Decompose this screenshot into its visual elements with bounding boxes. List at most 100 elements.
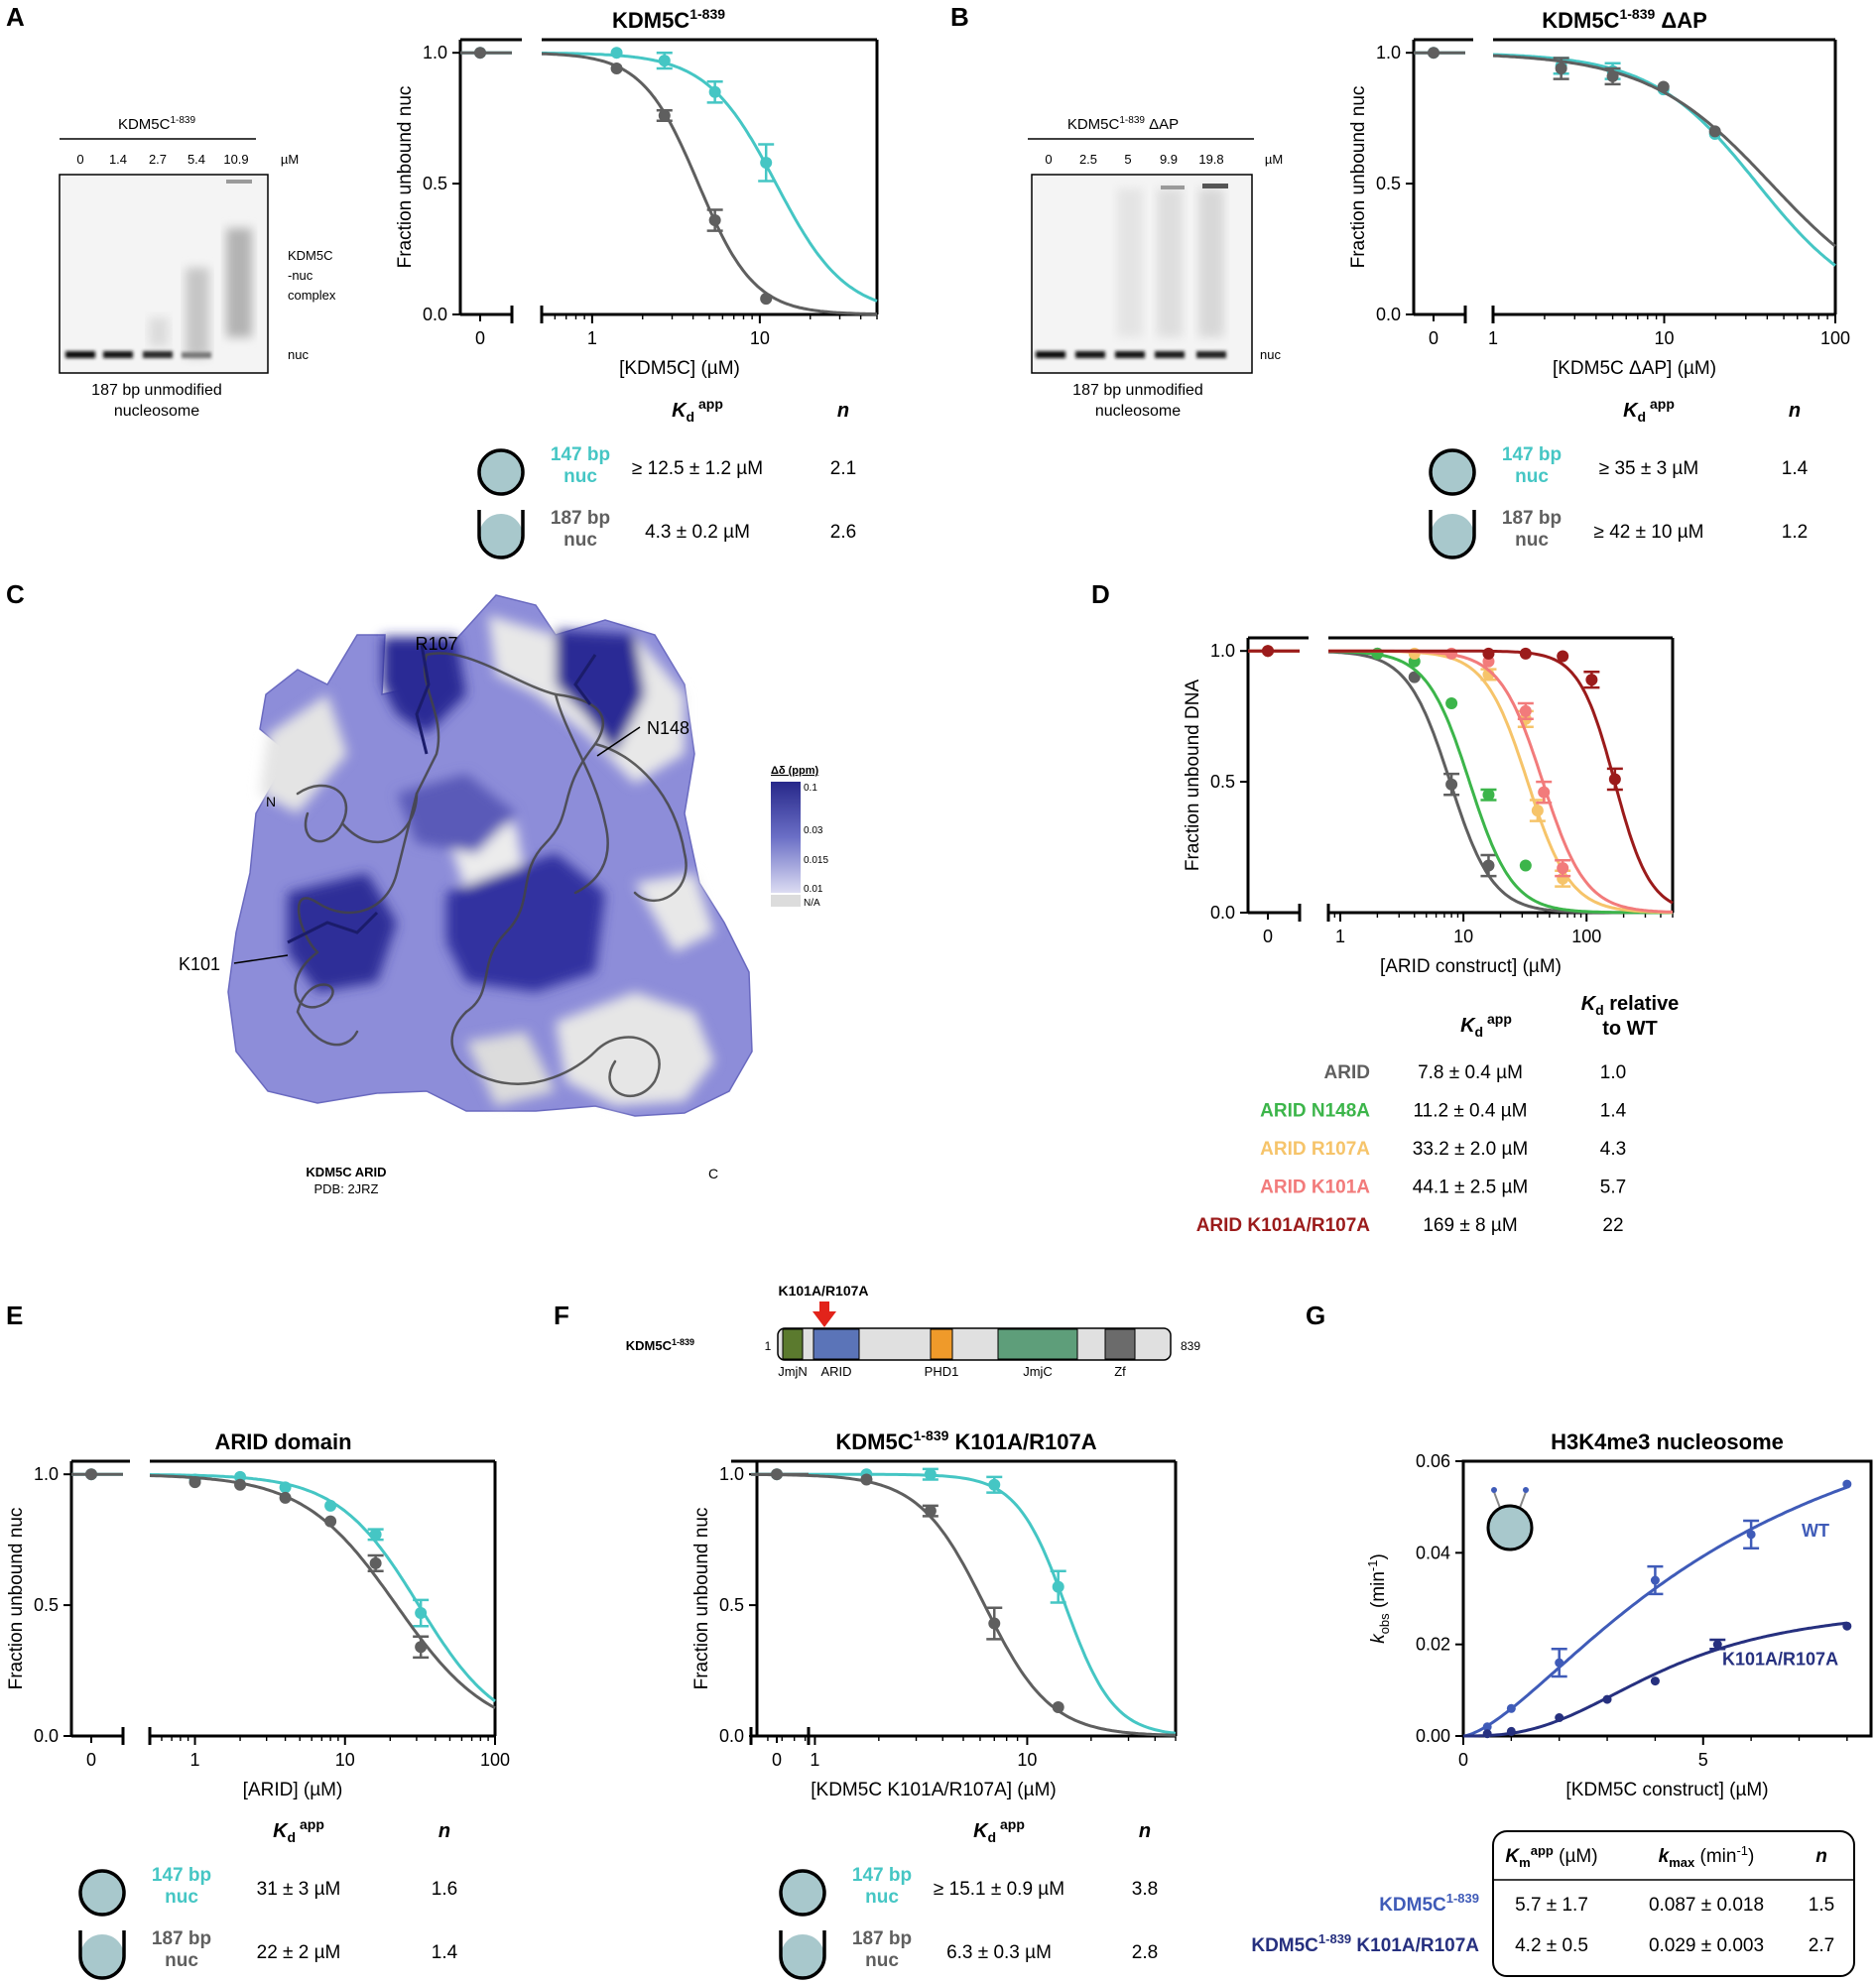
y-tick-label: 0.0 bbox=[34, 1726, 59, 1746]
row-n: 2.6 bbox=[830, 522, 856, 543]
gel-b-smear bbox=[1198, 188, 1224, 337]
data-point bbox=[324, 1515, 337, 1528]
x-axis-label: [KDM5C ΔAP] (µM) bbox=[1553, 358, 1716, 379]
data-point bbox=[1519, 704, 1532, 717]
panel-letter-c: C bbox=[6, 579, 25, 609]
data-point bbox=[1428, 47, 1439, 60]
gel-a-well bbox=[226, 180, 252, 184]
row-n: 2.7 bbox=[1809, 1935, 1834, 1956]
y-tick-label: 0.5 bbox=[34, 1595, 59, 1615]
data-point bbox=[1555, 1658, 1564, 1668]
gel-band bbox=[65, 351, 95, 358]
data-point bbox=[1262, 645, 1274, 658]
gel-band bbox=[182, 352, 211, 358]
dna-wrap-icon bbox=[477, 448, 525, 496]
ppm-scale-bar bbox=[771, 782, 801, 893]
domain-arid bbox=[813, 1328, 860, 1360]
fit-curve bbox=[149, 1474, 496, 1710]
gel-band bbox=[103, 351, 133, 358]
x-tick-label: 10 bbox=[335, 1750, 355, 1770]
y-axis-label: Fraction unbound DNA bbox=[1183, 680, 1203, 872]
row-kd: 4.3 ± 0.2 µM bbox=[645, 522, 750, 543]
domain-label-jmjc: JmjC bbox=[1023, 1364, 1053, 1379]
table-row: ARID R107A 33.2 ± 2.0 µM 4.3 bbox=[1260, 1139, 1626, 1160]
kd-header: Kd app bbox=[973, 1816, 1025, 1845]
y-tick-label: 0.0 bbox=[1376, 305, 1401, 324]
row-relative: 5.7 bbox=[1600, 1177, 1626, 1198]
methyl-icon bbox=[1491, 1487, 1497, 1493]
kd-header: Kd app bbox=[1623, 396, 1675, 425]
gel-a-complex-label-line: KDM5C bbox=[288, 248, 333, 263]
arid-backbone bbox=[450, 1010, 661, 1098]
text-part: 1-839 bbox=[1446, 1891, 1479, 1906]
n-header: n bbox=[1139, 1820, 1151, 1842]
x-axis-label: [KDM5C] (µM) bbox=[619, 358, 740, 379]
histone-core-icon bbox=[479, 450, 523, 494]
data-point bbox=[1482, 859, 1495, 872]
domain-map-start: 1 bbox=[765, 1339, 772, 1353]
data-point bbox=[760, 156, 773, 169]
text-part: KDM5C bbox=[835, 1429, 913, 1454]
text-part: relative bbox=[1604, 993, 1680, 1015]
data-point bbox=[1650, 1676, 1660, 1686]
text-part: d bbox=[1475, 1024, 1484, 1040]
series-wt: WT bbox=[1462, 1479, 1852, 1738]
row-n: 3.8 bbox=[1132, 1879, 1158, 1900]
domain-label-jmjn: JmjN bbox=[778, 1364, 808, 1379]
row-name: 147 bp bbox=[551, 444, 610, 465]
data-point bbox=[1445, 647, 1458, 660]
chart-f: 0 0.0 0.5 1.0 1 10 Fraction unbound nuc [KDM5C … bbox=[691, 1427, 1178, 1800]
text-part: -1 bbox=[1736, 1843, 1748, 1858]
row-n: 1.2 bbox=[1782, 522, 1808, 543]
domain-zf bbox=[1104, 1328, 1136, 1360]
series-gray bbox=[71, 1468, 496, 1710]
gel-b-lane-label: 0 bbox=[1045, 152, 1052, 167]
y-tick-label: 0.00 bbox=[1416, 1726, 1450, 1746]
series-teal bbox=[460, 47, 878, 303]
data-point bbox=[369, 1528, 382, 1541]
n-header: n bbox=[1789, 400, 1801, 422]
ppm-scale: Δδ (ppm) 0.1 0.03 0.015 0.01 N/A bbox=[771, 765, 828, 909]
row-kd: ≥ 15.1 ± 0.9 µM bbox=[934, 1879, 1064, 1900]
dna-wrap-icon bbox=[779, 1869, 826, 1917]
x-tick-label: 100 bbox=[1571, 927, 1601, 946]
series-green bbox=[1248, 645, 1673, 915]
row-kd: ≥ 42 ± 10 µM bbox=[1593, 522, 1703, 543]
data-point bbox=[369, 1556, 382, 1569]
series-label: WT bbox=[1802, 1521, 1829, 1541]
text-part: 1-839 bbox=[914, 1427, 949, 1443]
gel-a-smear bbox=[186, 268, 209, 357]
nucleosome-147-icon bbox=[78, 1869, 126, 1917]
ppm-scale-title: Δδ (ppm) bbox=[771, 765, 819, 777]
text-part: k bbox=[1368, 1633, 1389, 1644]
text-part: (min bbox=[1694, 1846, 1736, 1867]
dna-wrap-icon bbox=[779, 1930, 826, 1980]
kd-header: Kd app bbox=[1460, 1011, 1512, 1040]
gel-b-smear bbox=[1157, 188, 1183, 337]
domain-jmjc bbox=[997, 1328, 1078, 1360]
text-part: 1-839 bbox=[1619, 6, 1655, 22]
row-name: ARID bbox=[1324, 1062, 1370, 1083]
row-name: KDM5C1-839 K101A/R107A bbox=[1251, 1931, 1479, 1956]
text-part: -1 bbox=[1365, 1560, 1380, 1572]
text-part: KDM5C bbox=[1379, 1895, 1446, 1916]
domain-map-end: 839 bbox=[1181, 1339, 1200, 1353]
y-tick-label: 1.0 bbox=[1210, 641, 1235, 661]
data-point bbox=[1555, 1713, 1564, 1723]
data-point bbox=[1585, 674, 1598, 686]
chart-title: KDM5C1-839 ΔAP bbox=[1542, 6, 1707, 33]
dna-wrap-icon bbox=[1429, 448, 1476, 496]
histone-core-icon bbox=[80, 1934, 124, 1978]
row-relative: 22 bbox=[1602, 1215, 1623, 1236]
y-tick-label: 0.0 bbox=[719, 1726, 744, 1746]
gel-b-smear bbox=[1117, 188, 1143, 337]
row-name: nuc bbox=[165, 1887, 198, 1908]
y-tick-label: 1.0 bbox=[34, 1464, 59, 1484]
data-point bbox=[1708, 125, 1721, 138]
row-name: KDM5C1-839 bbox=[1379, 1891, 1479, 1916]
data-point bbox=[924, 1505, 937, 1518]
